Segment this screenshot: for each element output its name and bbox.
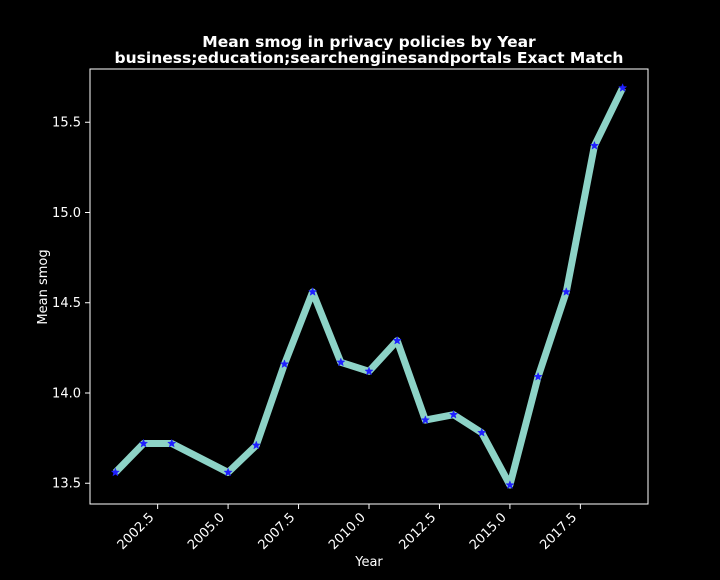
y-tick-label: 14.0 bbox=[52, 386, 81, 401]
data-point bbox=[589, 140, 600, 150]
data-point bbox=[448, 409, 459, 419]
data-point bbox=[505, 480, 515, 490]
y-tick-label: 15.5 bbox=[52, 116, 81, 131]
data-point bbox=[392, 335, 402, 345]
y-tick-label: 14.5 bbox=[52, 296, 81, 311]
y-tick-label: 15.0 bbox=[52, 206, 81, 221]
x-axis-label: Year bbox=[354, 555, 383, 570]
chart-title-line2: business;education;searchenginesandporta… bbox=[115, 49, 624, 67]
data-point bbox=[477, 427, 487, 437]
y-axis-label: Mean smog bbox=[36, 249, 51, 324]
data-point bbox=[167, 438, 177, 448]
data-point bbox=[533, 371, 543, 381]
y-tick-label: 13.5 bbox=[52, 477, 81, 492]
data-point bbox=[279, 359, 290, 369]
data-point bbox=[561, 287, 571, 296]
y-axis-ticks: 13.5 14.0 14.5 15.0 15.5 bbox=[52, 116, 90, 492]
data-point bbox=[307, 287, 318, 296]
data-point bbox=[364, 366, 374, 376]
chart-title-line1: Mean smog in privacy policies by Year bbox=[202, 33, 536, 51]
data-point bbox=[251, 440, 261, 450]
data-point bbox=[420, 415, 431, 425]
data-point bbox=[110, 467, 121, 477]
series-layer bbox=[110, 83, 628, 490]
data-point bbox=[336, 357, 346, 367]
data-point bbox=[617, 83, 628, 92]
data-point bbox=[138, 438, 149, 448]
series-line bbox=[112, 86, 626, 489]
data-point bbox=[223, 467, 233, 477]
